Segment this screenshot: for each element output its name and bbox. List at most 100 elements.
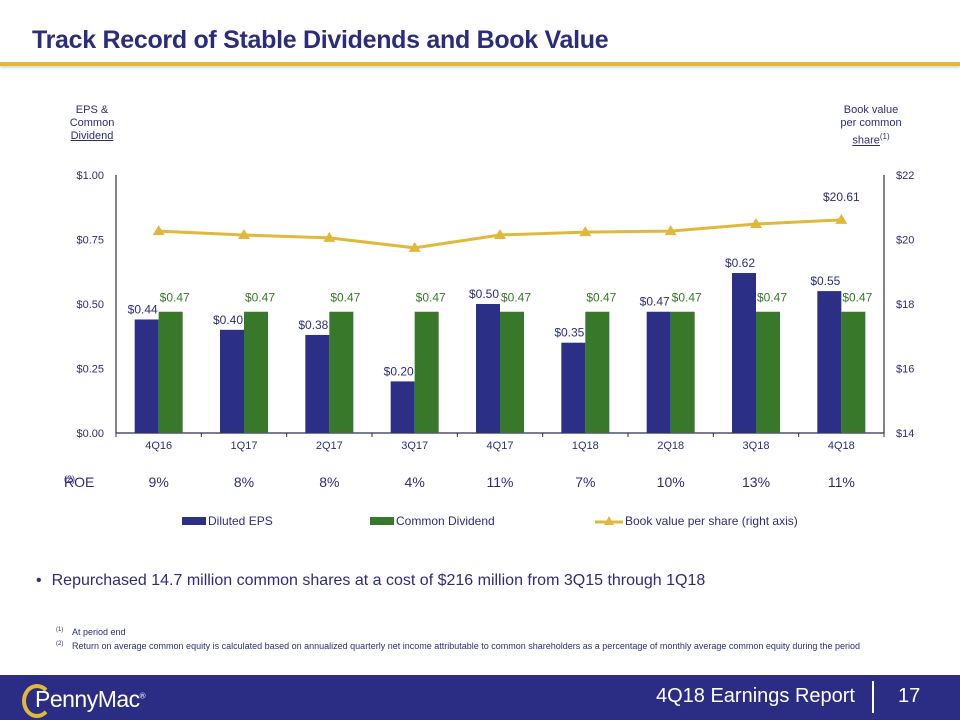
data-label-dividend: $0.47 <box>416 291 446 305</box>
left-axis-tick-label: $0.00 <box>76 428 104 440</box>
legend-swatch-eps <box>182 517 206 525</box>
footnote-1-text: At period end <box>72 627 126 637</box>
right-axis-title-line3: share <box>852 134 880 147</box>
book-value-marker <box>835 213 848 224</box>
bar-common-dividend <box>500 311 524 433</box>
x-axis-category-label: 2Q17 <box>316 440 343 452</box>
footnote-1: (1) At period end <box>56 626 916 638</box>
footnote-2-text: Return on average common equity is calcu… <box>72 641 860 651</box>
roe-value: 10% <box>656 474 685 490</box>
legend-item-diluted-eps: Diluted EPS <box>182 514 273 528</box>
bar-common-dividend <box>244 311 268 433</box>
right-axis-tick-label: $14 <box>896 428 914 440</box>
x-axis-category-label: 4Q17 <box>487 440 514 452</box>
data-label-eps: $0.38 <box>298 318 328 332</box>
bullet-dot-icon: • <box>36 572 42 589</box>
x-axis-category-label: 1Q17 <box>231 440 258 452</box>
bar-diluted-eps <box>732 273 756 433</box>
data-label-eps: $0.44 <box>128 302 158 316</box>
data-label-dividend: $0.47 <box>160 291 190 305</box>
bar-common-dividend <box>670 311 695 433</box>
data-label-dividend: $0.47 <box>672 291 702 305</box>
legend-line-triangle-icon <box>595 516 623 525</box>
logo-wordmark: PennyMac <box>35 686 140 712</box>
bar-common-dividend <box>329 311 354 433</box>
roe-label: ROE (2) <box>64 474 94 491</box>
page-title: Track Record of Stable Dividends and Boo… <box>32 26 609 54</box>
bar-common-dividend <box>414 311 439 433</box>
right-axis-tick-label: $16 <box>896 364 914 376</box>
data-label-dividend: $0.47 <box>586 291 616 305</box>
legend-swatch-dividend <box>370 517 394 525</box>
legend-label-eps: Diluted EPS <box>208 514 273 528</box>
roe-value: 13% <box>742 474 771 490</box>
roe-value: 11% <box>486 474 514 490</box>
data-label-dividend: $0.47 <box>757 291 787 305</box>
x-axis-category-label: 3Q17 <box>401 440 428 452</box>
x-axis-category-label: 2Q18 <box>657 440 684 452</box>
logo-text: PennyMac® <box>35 686 146 713</box>
legend-item-book-value: Book value per share (right axis) <box>595 514 798 528</box>
right-axis-footnote-ref: (1) <box>879 132 890 141</box>
right-axis-title-line2: per common <box>840 117 902 129</box>
right-axis-tick-label: $22 <box>896 170 914 182</box>
bar-diluted-eps <box>305 334 330 433</box>
right-axis-tick-label: $20 <box>896 235 914 247</box>
footnote-2-ref: (2) <box>56 641 64 647</box>
footnote-2: (2) Return on average common equity is ca… <box>56 640 916 652</box>
data-label-dividend: $0.47 <box>245 291 275 305</box>
book-value-marker <box>664 225 677 236</box>
roe-value: 7% <box>575 474 596 490</box>
book-value-marker <box>152 225 165 236</box>
roe-row: ROE (2) 9% 8% 8% 4% 11% 7% 10% 13% 11% <box>0 474 960 494</box>
bar-diluted-eps <box>134 319 159 433</box>
footnote-1-ref: (1) <box>56 627 64 633</box>
book-value-marker <box>408 241 421 252</box>
logo-ring-icon <box>22 684 52 718</box>
right-axis-tick-label: $18 <box>896 299 914 311</box>
book-value-marker <box>238 228 250 239</box>
x-axis-category-label: 3Q18 <box>743 440 770 452</box>
combo-chart: $0.00 $0.25 $0.50 $0.75 $1.00 $14 $16 $18 $20 $22… <box>76 170 914 452</box>
bullet-text: Repurchased 14.7 million common shares a… <box>51 572 706 589</box>
registered-mark: ® <box>139 691 146 701</box>
data-label-eps: $0.47 <box>640 295 670 309</box>
bar-diluted-eps <box>476 304 500 433</box>
bar-common-dividend <box>841 311 866 433</box>
left-axis-title-line3: Dividend <box>70 130 114 142</box>
page-number: 17 <box>898 685 921 707</box>
book-value-marker <box>579 226 592 237</box>
bar-diluted-eps <box>817 291 842 433</box>
data-label-eps: $0.35 <box>554 326 584 340</box>
roe-footnote-ref: (2) <box>64 474 75 484</box>
roe-value: 9% <box>148 474 169 490</box>
left-axis-title-line2: Common <box>69 117 115 129</box>
right-axis-title-line1: Book value <box>843 104 899 116</box>
pennymac-logo: PennyMac® <box>22 684 172 718</box>
left-axis-title: EPS & Common Dividend <box>52 104 132 143</box>
legend-label-book-value: Book value per share (right axis) <box>625 514 798 528</box>
roe-value: 4% <box>404 474 425 490</box>
bar-diluted-eps <box>390 381 415 433</box>
bar-diluted-eps <box>220 329 244 433</box>
data-label-eps: $0.50 <box>469 287 499 301</box>
bar-diluted-eps <box>646 311 671 433</box>
data-label-dividend: $0.47 <box>842 291 872 305</box>
bullet-point: • Repurchased 14.7 million common shares … <box>36 572 705 590</box>
bar-common-dividend <box>585 311 610 433</box>
data-label-eps: $0.62 <box>725 256 755 270</box>
left-axis-tick-label: $0.25 <box>76 364 104 376</box>
data-label-eps: $0.55 <box>810 274 840 288</box>
bar-common-dividend <box>158 311 183 433</box>
x-axis-category-label: 4Q16 <box>145 440 172 452</box>
data-label-book-value: $20.61 <box>823 190 860 204</box>
roe-value: 8% <box>233 474 255 490</box>
data-label-eps: $0.40 <box>213 313 243 327</box>
book-value-marker <box>750 218 762 229</box>
data-label-dividend: $0.47 <box>501 291 531 305</box>
footer-divider <box>872 681 874 713</box>
roe-label-text: ROE <box>64 474 95 490</box>
right-axis-title: Book value per common share(1) <box>826 104 916 148</box>
footnotes: (1) At period end (2) Return on average co… <box>56 626 916 654</box>
legend-label-dividend: Common Dividend <box>396 514 495 528</box>
